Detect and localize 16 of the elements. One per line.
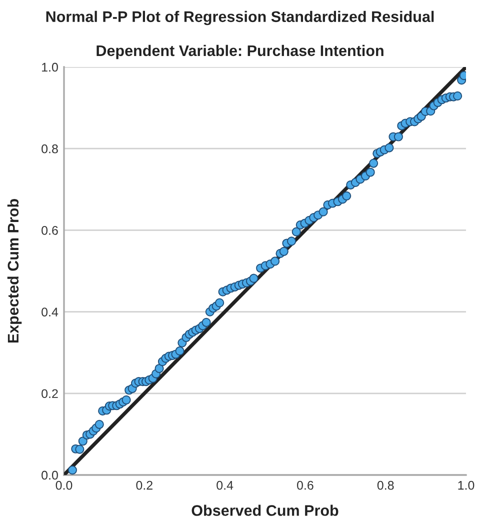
x-tick-label: 0.8 [377,480,394,490]
chart-title: Normal P-P Plot of Regression Standardized Residual [46,10,434,26]
y-tick-label: 0.8 [42,144,58,154]
y-tick-label: 1.0 [42,62,58,72]
y-axis-title: Expected Cum Prob [7,199,22,343]
chart-subtitle: Dependent Variable: Purchase Intention [96,44,384,60]
y-tick-label: 0.4 [42,308,58,316]
x-tick-label: 0.4 [216,480,234,490]
y-tick-label: 0.2 [42,389,58,398]
y-tick-label: 0.6 [42,226,58,235]
y-tick-label: 0.0 [42,470,58,480]
x-tick-label: 0.2 [136,480,152,490]
x-tick-label: 0.0 [56,480,72,490]
x-axis-title: Observed Cum Prob [192,504,338,516]
x-tick-label: 0.6 [297,480,314,490]
x-tick-label: 1.0 [458,480,474,490]
